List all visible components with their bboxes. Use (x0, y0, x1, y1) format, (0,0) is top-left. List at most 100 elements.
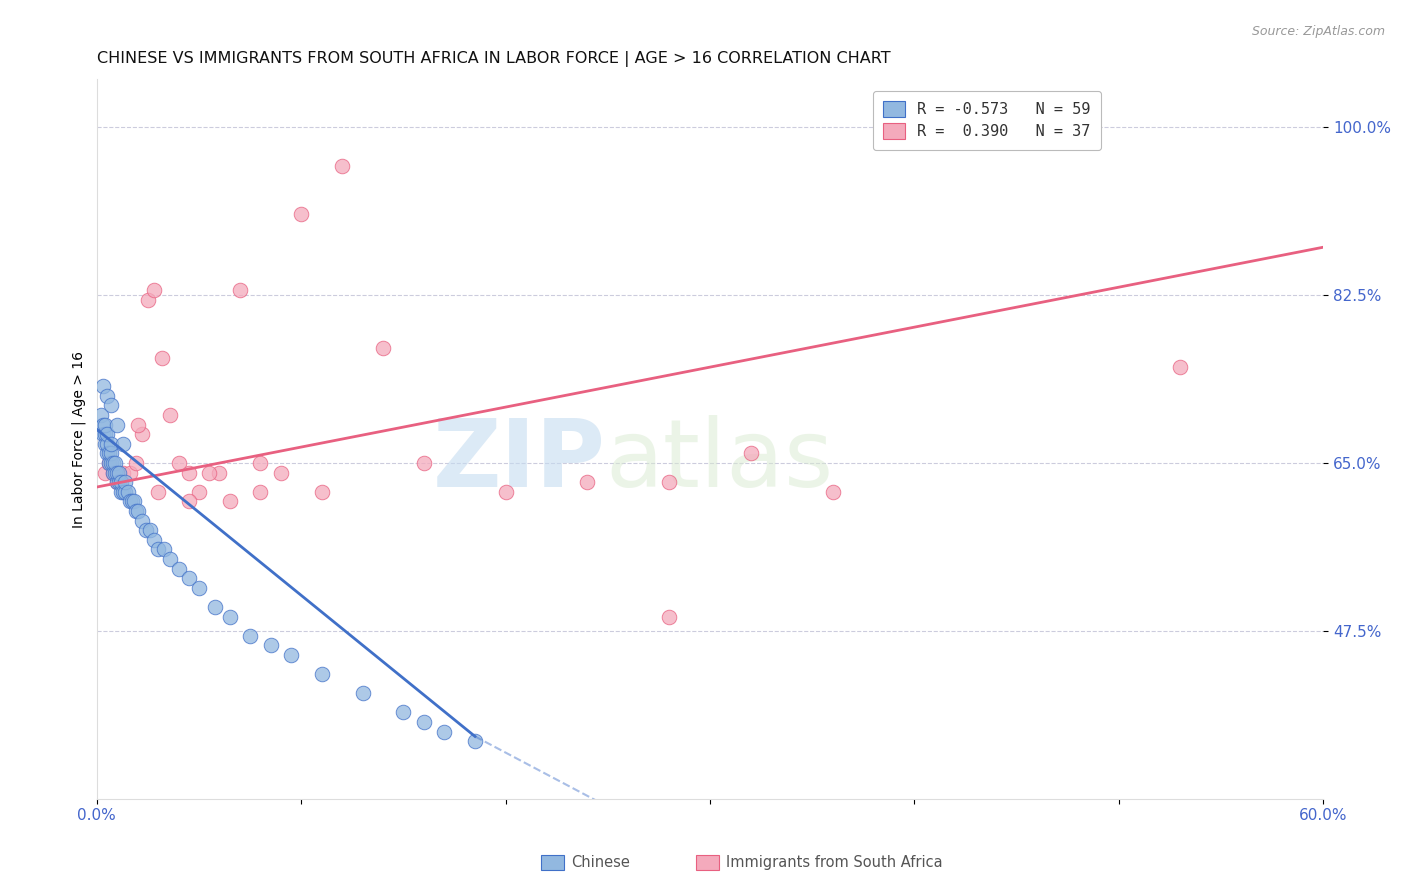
Point (100, 446, 122, 460)
Point (100, 437, 122, 451)
Point (177, 466, 200, 480)
Point (188, 484, 211, 499)
Point (167, 561, 190, 575)
Point (91, 427, 114, 442)
Point (105, 475, 128, 490)
Point (204, 599, 226, 614)
Point (122, 494, 145, 508)
Y-axis label: In Labor Force | Age > 16: In Labor Force | Age > 16 (72, 351, 86, 527)
Point (114, 475, 136, 490)
Point (104, 466, 127, 480)
Point (392, 706, 415, 720)
Point (167, 456, 190, 470)
Point (105, 466, 128, 480)
Point (96, 427, 118, 442)
Point (249, 484, 271, 499)
Point (139, 523, 162, 537)
Point (198, 466, 221, 480)
Point (91, 417, 114, 432)
Point (1168, 360, 1191, 375)
Point (118, 466, 141, 480)
Text: Immigrants from South Africa: Immigrants from South Africa (725, 855, 942, 870)
Point (96, 437, 118, 451)
Text: Source: ZipAtlas.com: Source: ZipAtlas.com (1251, 25, 1385, 38)
Point (94, 417, 117, 432)
Point (127, 417, 149, 432)
Point (239, 629, 262, 643)
Point (100, 456, 122, 470)
Point (371, 341, 394, 355)
Text: ZIP: ZIP (433, 415, 606, 507)
Text: CHINESE VS IMMIGRANTS FROM SOUTH AFRICA IN LABOR FORCE | AGE > 16 CORRELATION CH: CHINESE VS IMMIGRANTS FROM SOUTH AFRICA … (97, 51, 890, 67)
Point (143, 533, 166, 547)
Point (105, 475, 128, 490)
Point (330, 159, 353, 173)
Point (118, 494, 141, 508)
Point (103, 456, 125, 470)
Point (412, 714, 434, 729)
Point (495, 484, 517, 499)
Point (821, 484, 844, 499)
Point (135, 523, 157, 537)
Point (131, 427, 153, 442)
Point (433, 724, 456, 739)
Point (146, 484, 169, 499)
Point (218, 494, 240, 508)
Point (121, 494, 143, 508)
Point (127, 504, 149, 518)
Point (153, 542, 176, 557)
Legend: R = -0.573   N = 59, R =  0.390   N = 37: R = -0.573 N = 59, R = 0.390 N = 37 (873, 91, 1101, 150)
Point (94, 427, 117, 442)
Text: Chinese: Chinese (571, 855, 630, 870)
Point (108, 475, 131, 490)
Point (150, 351, 173, 365)
Point (98, 446, 121, 460)
Point (143, 284, 166, 298)
Point (159, 408, 181, 422)
Point (311, 484, 333, 499)
Point (412, 456, 434, 470)
Point (110, 475, 132, 490)
Point (131, 514, 153, 528)
Point (218, 609, 240, 624)
Point (103, 466, 125, 480)
Point (270, 466, 292, 480)
Point (125, 504, 148, 518)
Point (576, 475, 599, 490)
Point (229, 284, 252, 298)
Point (117, 484, 139, 499)
Point (112, 466, 135, 480)
Text: atlas: atlas (606, 415, 834, 507)
Point (177, 571, 200, 585)
Point (290, 207, 312, 221)
Point (311, 667, 333, 681)
Point (208, 466, 231, 480)
Point (110, 484, 132, 499)
Point (98, 456, 121, 470)
Point (94, 466, 117, 480)
Point (188, 581, 211, 595)
Point (658, 475, 681, 490)
Point (177, 494, 200, 508)
Point (103, 466, 125, 480)
Point (94, 437, 117, 451)
Point (125, 456, 148, 470)
Point (464, 734, 486, 748)
Point (146, 542, 169, 557)
Point (352, 686, 374, 700)
Point (280, 648, 302, 662)
Point (740, 446, 762, 460)
Point (98, 456, 121, 470)
Point (91, 379, 114, 393)
Point (136, 293, 159, 307)
Point (105, 417, 128, 432)
Point (104, 456, 127, 470)
Point (114, 484, 136, 499)
Point (108, 466, 131, 480)
Point (100, 399, 122, 413)
Point (658, 609, 681, 624)
Point (112, 437, 135, 451)
Point (259, 638, 281, 652)
Point (90, 408, 112, 422)
Point (112, 484, 135, 499)
